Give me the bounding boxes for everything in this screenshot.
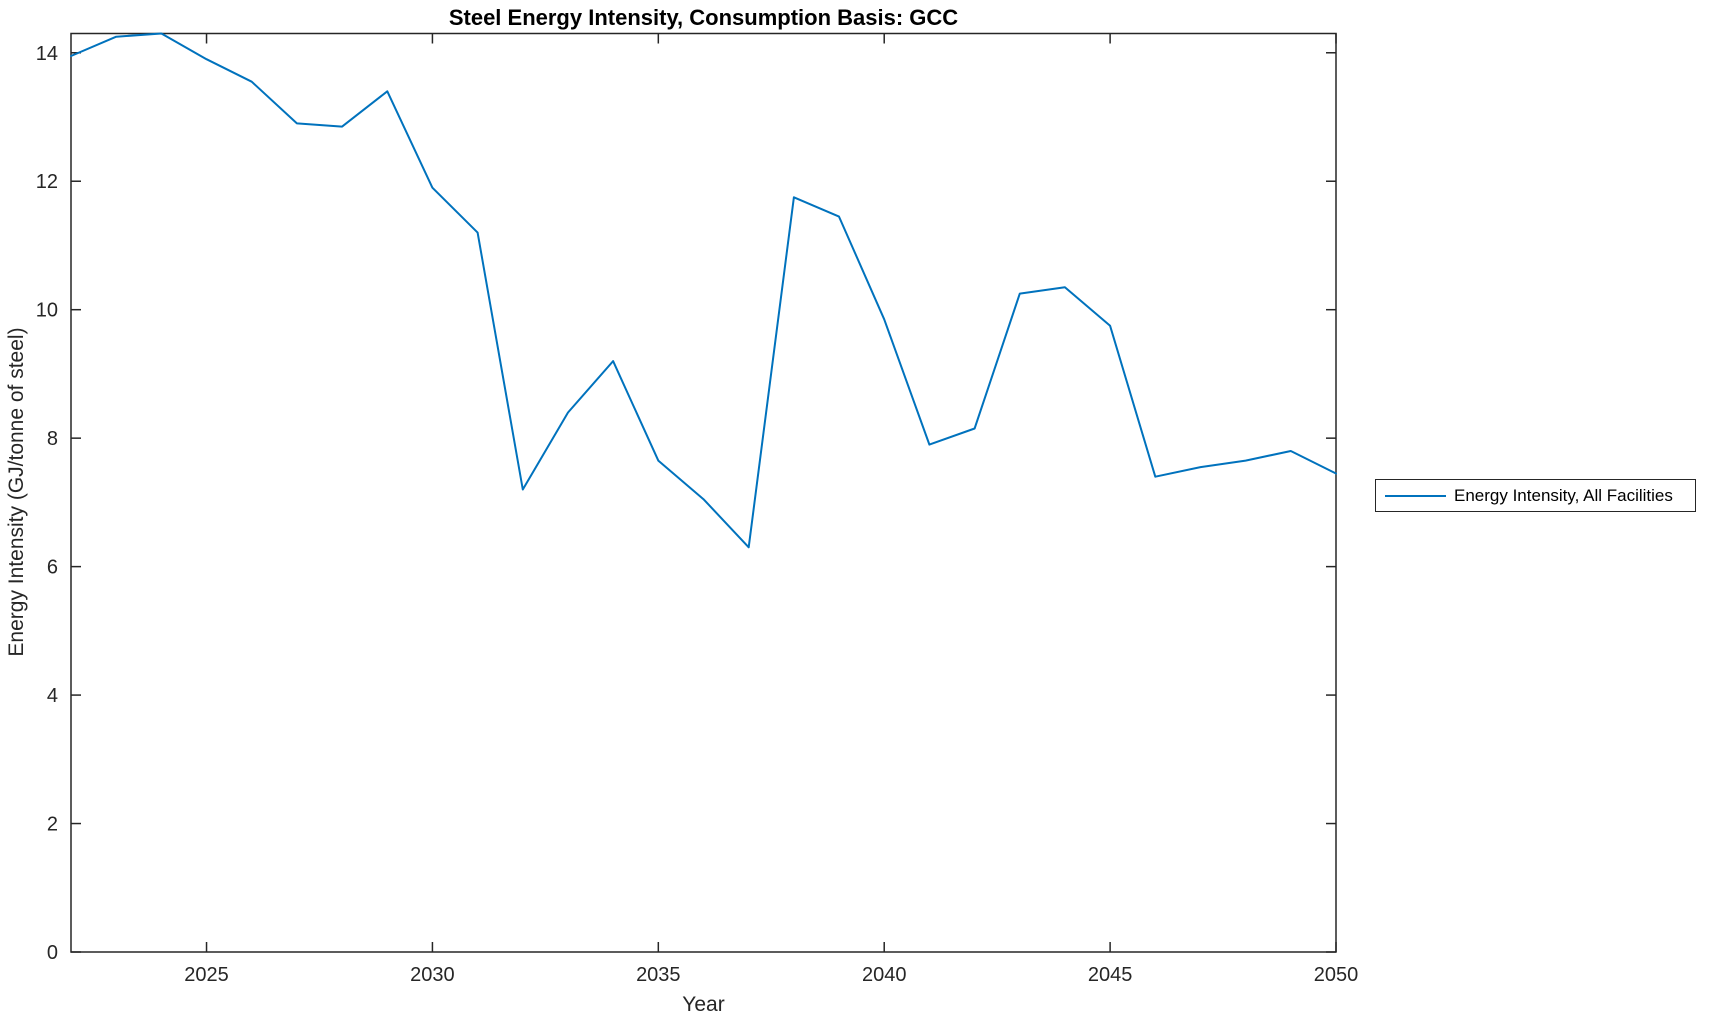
y-tick-label: 12 [36, 171, 58, 193]
y-tick-label: 4 [47, 685, 58, 707]
legend: Energy Intensity, All Facilities [1375, 479, 1696, 512]
series-line [70, 32, 1337, 549]
x-tick-label: 2045 [1088, 964, 1133, 986]
chart-title: Steel Energy Intensity, Consumption Basi… [448, 5, 959, 30]
x-axis-label: Year [682, 993, 725, 1016]
y-tick-label: 14 [36, 43, 58, 65]
y-axis-label: Energy Intensity (GJ/tonne of steel) [5, 327, 28, 657]
x-tick-label: 2025 [184, 964, 229, 986]
axes-box [70, 32, 1337, 953]
y-tick-label: 2 [47, 814, 58, 836]
y-tick-label: 0 [47, 942, 58, 964]
y-tick-label: 10 [36, 300, 58, 322]
x-tick-label: 2040 [862, 964, 907, 986]
x-tick-label: 2030 [410, 964, 455, 986]
x-tick-label: 2035 [636, 964, 681, 986]
x-tick-label: 2050 [1314, 964, 1359, 986]
legend-entry-label: Energy Intensity, All Facilities [1454, 485, 1673, 505]
legend-line-sample [1385, 494, 1446, 497]
y-tick-label: 8 [47, 428, 58, 450]
y-tick-label: 6 [47, 557, 58, 579]
